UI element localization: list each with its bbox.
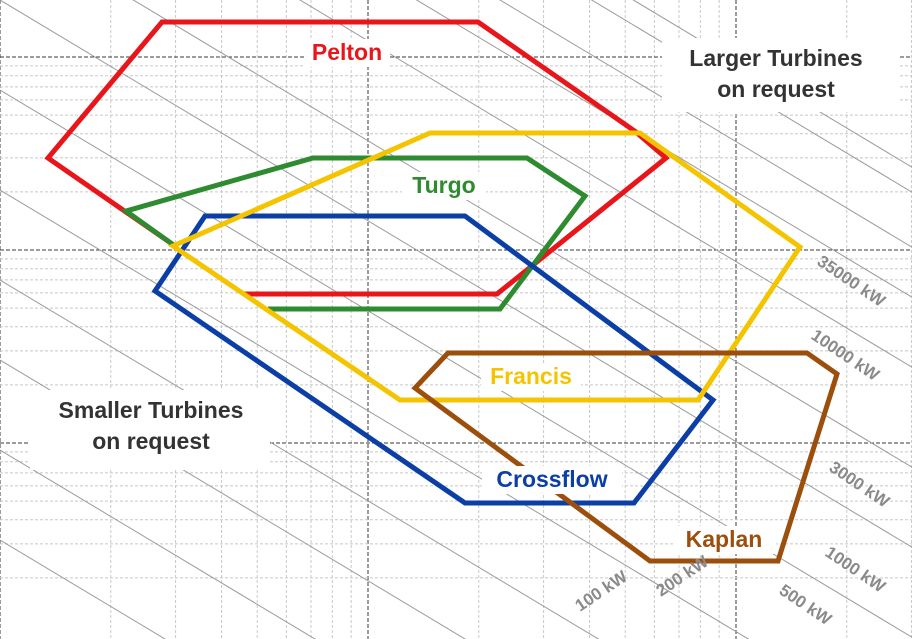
- power-label-100kw: 100 kW: [572, 566, 632, 615]
- turgo-label: Turgo: [412, 172, 475, 198]
- francis-envelope: [167, 130, 804, 403]
- power-line: [0, 279, 600, 639]
- turgo-envelope: [120, 155, 589, 312]
- larger-turbines-note-bg: [662, 38, 898, 112]
- power-line: [0, 449, 316, 639]
- smaller-turbines-line1: Smaller Turbines: [59, 397, 244, 423]
- smaller-turbines-line2: on request: [92, 428, 210, 454]
- power-line: [499, 0, 912, 248]
- crossflow-label: Crossflow: [496, 466, 607, 492]
- francis-label: Francis: [490, 363, 572, 389]
- pelton-envelope: [44, 19, 670, 297]
- power-line: [0, 0, 912, 548]
- pelton-label: Pelton: [312, 39, 382, 65]
- power-line: [0, 539, 166, 639]
- larger-turbines-line2: on request: [717, 76, 835, 102]
- kaplan-envelope: [411, 350, 840, 564]
- larger-turbines-line1: Larger Turbines: [689, 45, 862, 71]
- power-label-10000kw: 10000 kW: [808, 326, 884, 386]
- turgo-label-bg: [402, 172, 486, 200]
- power-line: [0, 189, 750, 639]
- kaplan-label-bg: [674, 526, 776, 554]
- crossflow-envelope: [151, 213, 717, 506]
- pelton-label-bg: [304, 39, 390, 67]
- francis-label-bg: [481, 363, 581, 391]
- power-line: [299, 0, 912, 368]
- power-label-3000kw: 3000 kW: [826, 458, 894, 512]
- kaplan-label: Kaplan: [686, 526, 763, 552]
- power-label-500kw: 500 kW: [776, 581, 836, 630]
- smaller-turbines-note-bg: [30, 390, 270, 470]
- crossflow-label-bg: [482, 466, 622, 494]
